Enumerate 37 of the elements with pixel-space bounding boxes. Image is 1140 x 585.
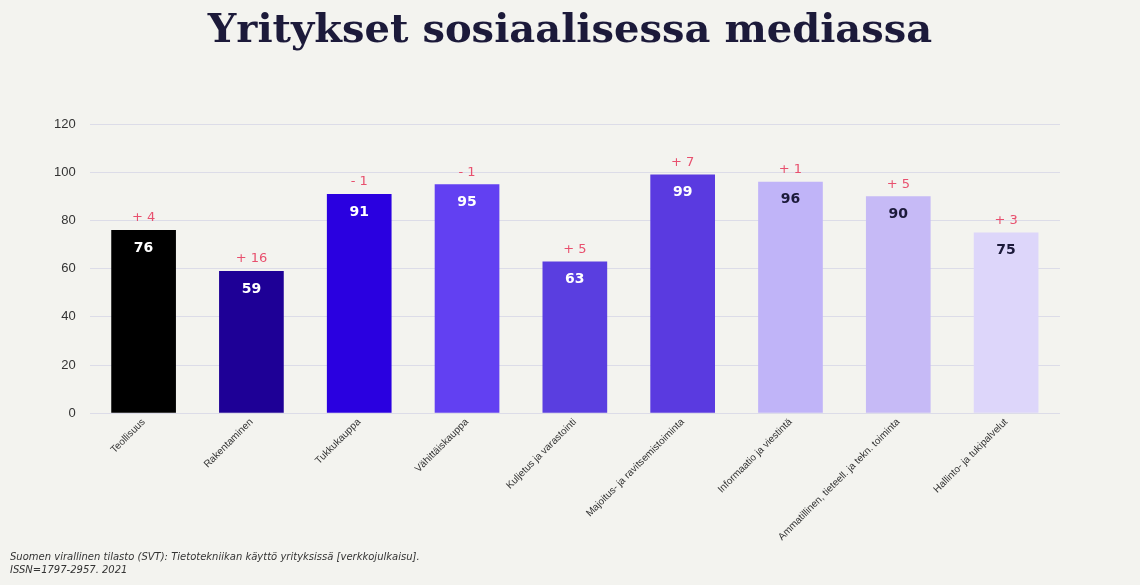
annotation: + 16 <box>235 250 268 266</box>
bar <box>758 181 823 413</box>
bar <box>326 193 392 413</box>
data-label: 76 <box>133 238 154 255</box>
data-label: 75 <box>996 241 1016 258</box>
annotation: + 5 <box>563 240 587 256</box>
text: Suomen virallinen tilasto (SVT): Tietotekniikan käyttö yrityksissä [verkkojulkaisu]. <box>10 550 420 563</box>
data-label: 63 <box>565 270 585 287</box>
bar <box>973 232 1039 413</box>
data-label: 99 <box>672 183 693 200</box>
y-tick-label: 40 <box>61 308 76 324</box>
y-tick-label: 0 <box>68 404 76 420</box>
annotation: + 3 <box>994 211 1018 227</box>
data-label: 59 <box>241 279 262 296</box>
y-tick-label: 80 <box>61 211 76 227</box>
bar <box>434 184 500 413</box>
annotation: - 1 <box>458 163 476 179</box>
chart-title: Yritykset sosiaalisessa mediassa <box>206 4 934 51</box>
data-label: 91 <box>349 202 369 219</box>
y-tick-label: 100 <box>53 163 76 179</box>
y-tick-label: 20 <box>61 356 76 372</box>
annotation: - 1 <box>350 173 368 189</box>
bar <box>111 230 176 413</box>
annotation: + 5 <box>886 175 910 191</box>
data-label: 96 <box>780 190 801 207</box>
annotation: + 1 <box>778 161 803 177</box>
annotation: + 4 <box>131 209 156 225</box>
bar <box>542 261 608 413</box>
annotation: + 7 <box>671 153 695 169</box>
bar <box>219 271 284 413</box>
bar <box>865 196 931 413</box>
y-tick-label: 120 <box>53 115 76 131</box>
data-label: 95 <box>457 192 477 209</box>
bar <box>650 174 715 413</box>
text: ISSN=1797-2957. 2021 <box>10 563 129 576</box>
y-tick-label: 60 <box>61 260 76 276</box>
data-label: 90 <box>888 204 909 221</box>
